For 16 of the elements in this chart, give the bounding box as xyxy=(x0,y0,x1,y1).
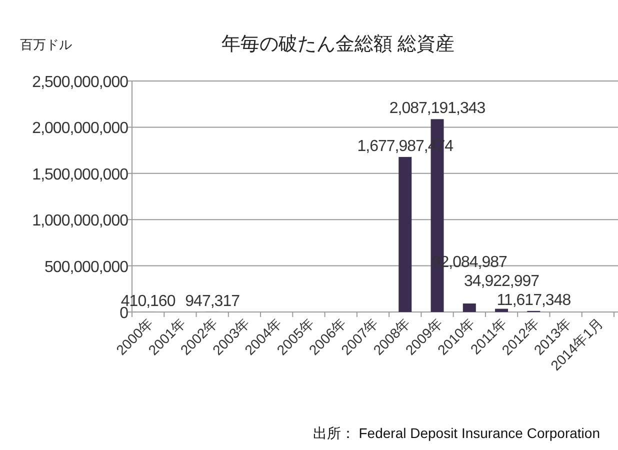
y-tick-label: 1,500,000,000 xyxy=(32,166,129,184)
y-axis-title: 百万ドル xyxy=(20,37,72,52)
bar xyxy=(398,156,412,312)
y-tick-label: 2,500,000,000 xyxy=(32,74,129,91)
chart-title: 年毎の破たん金総額 総資産 xyxy=(221,33,455,55)
data-label: 947,317 xyxy=(185,292,240,310)
data-label: 34,922,997 xyxy=(464,272,540,290)
data-label: 2,087,191,343 xyxy=(389,100,486,118)
y-tick-label: 500,000,000 xyxy=(44,258,129,276)
data-label: 11,617,348 xyxy=(496,292,572,309)
y-tick-label: 1,000,000,000 xyxy=(32,212,129,230)
text: 出所： Federal Deposit Insurance Corporation xyxy=(312,425,600,441)
bar xyxy=(462,303,476,312)
y-tick-label: 0 xyxy=(120,305,129,322)
y-tick-label: 2,000,000,000 xyxy=(32,120,129,138)
bar xyxy=(495,308,508,312)
